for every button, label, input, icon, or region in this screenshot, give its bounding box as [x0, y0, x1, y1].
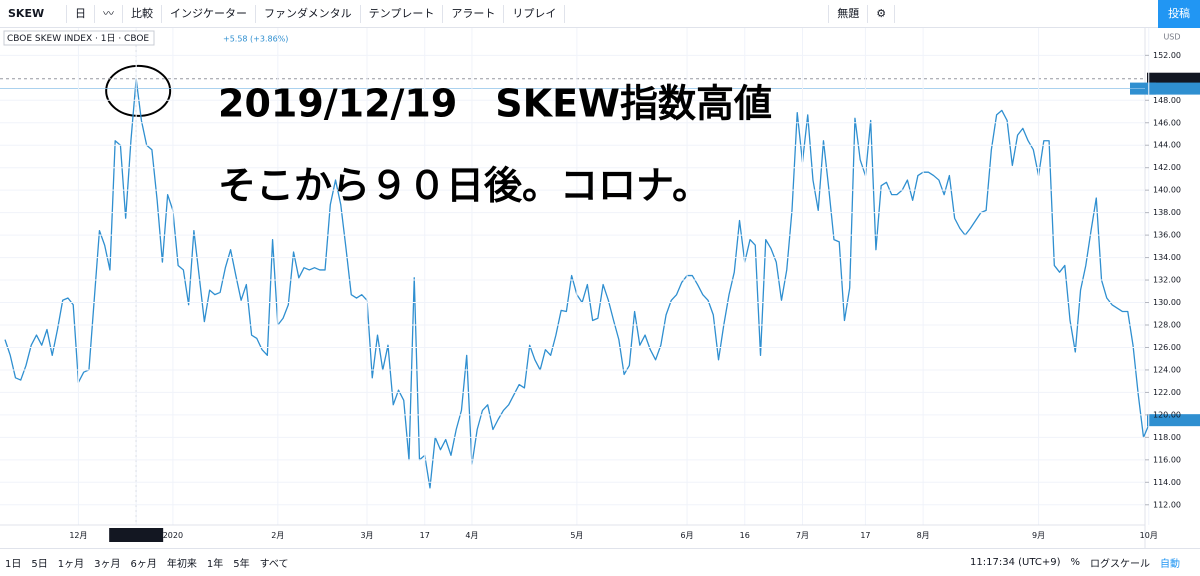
y-tick-label: 124.00	[1153, 365, 1181, 374]
legend-box	[3, 30, 155, 46]
x-tick-label: 5月	[570, 531, 583, 540]
y-tick-label: 120.00	[1153, 410, 1181, 419]
x-tick-label: 17	[420, 531, 430, 540]
range[interactable]: 3ヶ月	[94, 559, 121, 570]
y-tick-label: 148.00	[1153, 96, 1181, 105]
range[interactable]: すべて	[259, 559, 289, 570]
crosshair-label-bg	[1147, 72, 1200, 85]
templates[interactable]: テンプレート	[361, 4, 444, 23]
range[interactable]: 5日	[31, 559, 48, 570]
y-tick-label: 114.00	[1153, 478, 1181, 487]
publish[interactable]: 投稿	[1158, 0, 1200, 28]
y-tick-label: 126.00	[1153, 343, 1181, 352]
y-tick-label: 116.00	[1153, 455, 1181, 464]
range[interactable]: 5年	[233, 559, 250, 570]
y-tick-label: 122.00	[1153, 388, 1181, 397]
annotation: そこから９０日後。コロナ。	[218, 164, 710, 208]
annotation: 2019/12/19 SKEW指数高値	[218, 82, 772, 126]
clock: 11:17:34 (UTC+9)	[970, 557, 1061, 568]
y-tick-label: 128.00	[1153, 321, 1181, 330]
x-tick-label: 2020	[163, 531, 183, 540]
y-tick-label: 136.00	[1153, 231, 1181, 240]
currency: USD	[1163, 33, 1180, 42]
x-tick-label: 6月	[681, 531, 694, 540]
x-label-highlight	[109, 528, 164, 542]
log-toggle[interactable]: ログスケール	[1090, 559, 1150, 570]
y-tick-label: 144.00	[1153, 141, 1181, 150]
range[interactable]: 年初来	[166, 559, 197, 570]
x-tick-label: 17	[860, 531, 870, 540]
x-tick-label: 12月	[69, 531, 87, 540]
y-tick-label: 138.00	[1153, 208, 1181, 217]
percent-toggle[interactable]: %	[1070, 557, 1080, 568]
range[interactable]: 1年	[206, 559, 224, 570]
alert[interactable]: アラート	[443, 4, 505, 23]
x-tick-label: 9月	[1032, 531, 1045, 540]
bottom-bar: 1日 5日 1ヶ月 3ヶ月 6ヶ月 年初来 1年 5年 すべて 11:17:34…	[0, 548, 1200, 576]
price-axis-bg	[1145, 28, 1200, 548]
y-tick-label: 134.00	[1153, 253, 1181, 262]
range[interactable]: 1日	[5, 559, 22, 570]
indicators[interactable]: インジケーター	[162, 4, 256, 23]
legend-title: CBOE SKEW INDEX · 1日 · CBOE	[7, 33, 149, 44]
x-tick-label: 10月	[1140, 531, 1158, 540]
toolbar: SKEW 日 〰 比較 インジケーター ファンダメンタル テンプレート アラート…	[0, 0, 1200, 28]
compare[interactable]: 比較	[123, 4, 162, 23]
last-value-label-bg	[1147, 414, 1200, 427]
line-series	[4, 78, 1155, 489]
layout[interactable]: 無題	[828, 4, 869, 23]
interval[interactable]: 日	[67, 4, 95, 23]
y-tick-label: 118.00	[1153, 433, 1181, 442]
x-tick-label: 2月	[271, 531, 284, 540]
range[interactable]: 1ヶ月	[57, 559, 85, 570]
y-tick-label: 132.00	[1153, 276, 1181, 285]
fundamentals[interactable]: ファンダメンタル	[256, 4, 361, 23]
y-tick-label: 152.00	[1153, 51, 1181, 60]
y-tick-label: 112.00	[1153, 500, 1181, 509]
high-label-bg	[1147, 82, 1200, 95]
range[interactable]: 6ヶ月	[130, 559, 157, 570]
highlight-circle	[105, 64, 172, 117]
y-tick-label: 146.00	[1153, 118, 1181, 127]
chart-style[interactable]: 〰	[95, 4, 123, 23]
y-tick-label: 140.00	[1153, 186, 1181, 195]
y-tick-label: 142.00	[1153, 163, 1181, 172]
replay[interactable]: リプレイ	[504, 4, 566, 23]
x-tick-label: 8月	[917, 531, 930, 540]
settings[interactable]: ⚙	[868, 4, 896, 23]
x-tick-label: 16	[740, 531, 750, 540]
auto-toggle[interactable]: 自動	[1160, 559, 1180, 570]
legend-change: +5.58 (+3.86%)	[223, 35, 288, 44]
symbol[interactable]: SKEW	[0, 4, 67, 23]
x-tick-label: 4月	[465, 531, 478, 540]
x-tick-label: 7月	[796, 531, 809, 540]
x-tick-label: 3月	[360, 531, 373, 540]
y-tick-label: 130.00	[1153, 298, 1181, 307]
